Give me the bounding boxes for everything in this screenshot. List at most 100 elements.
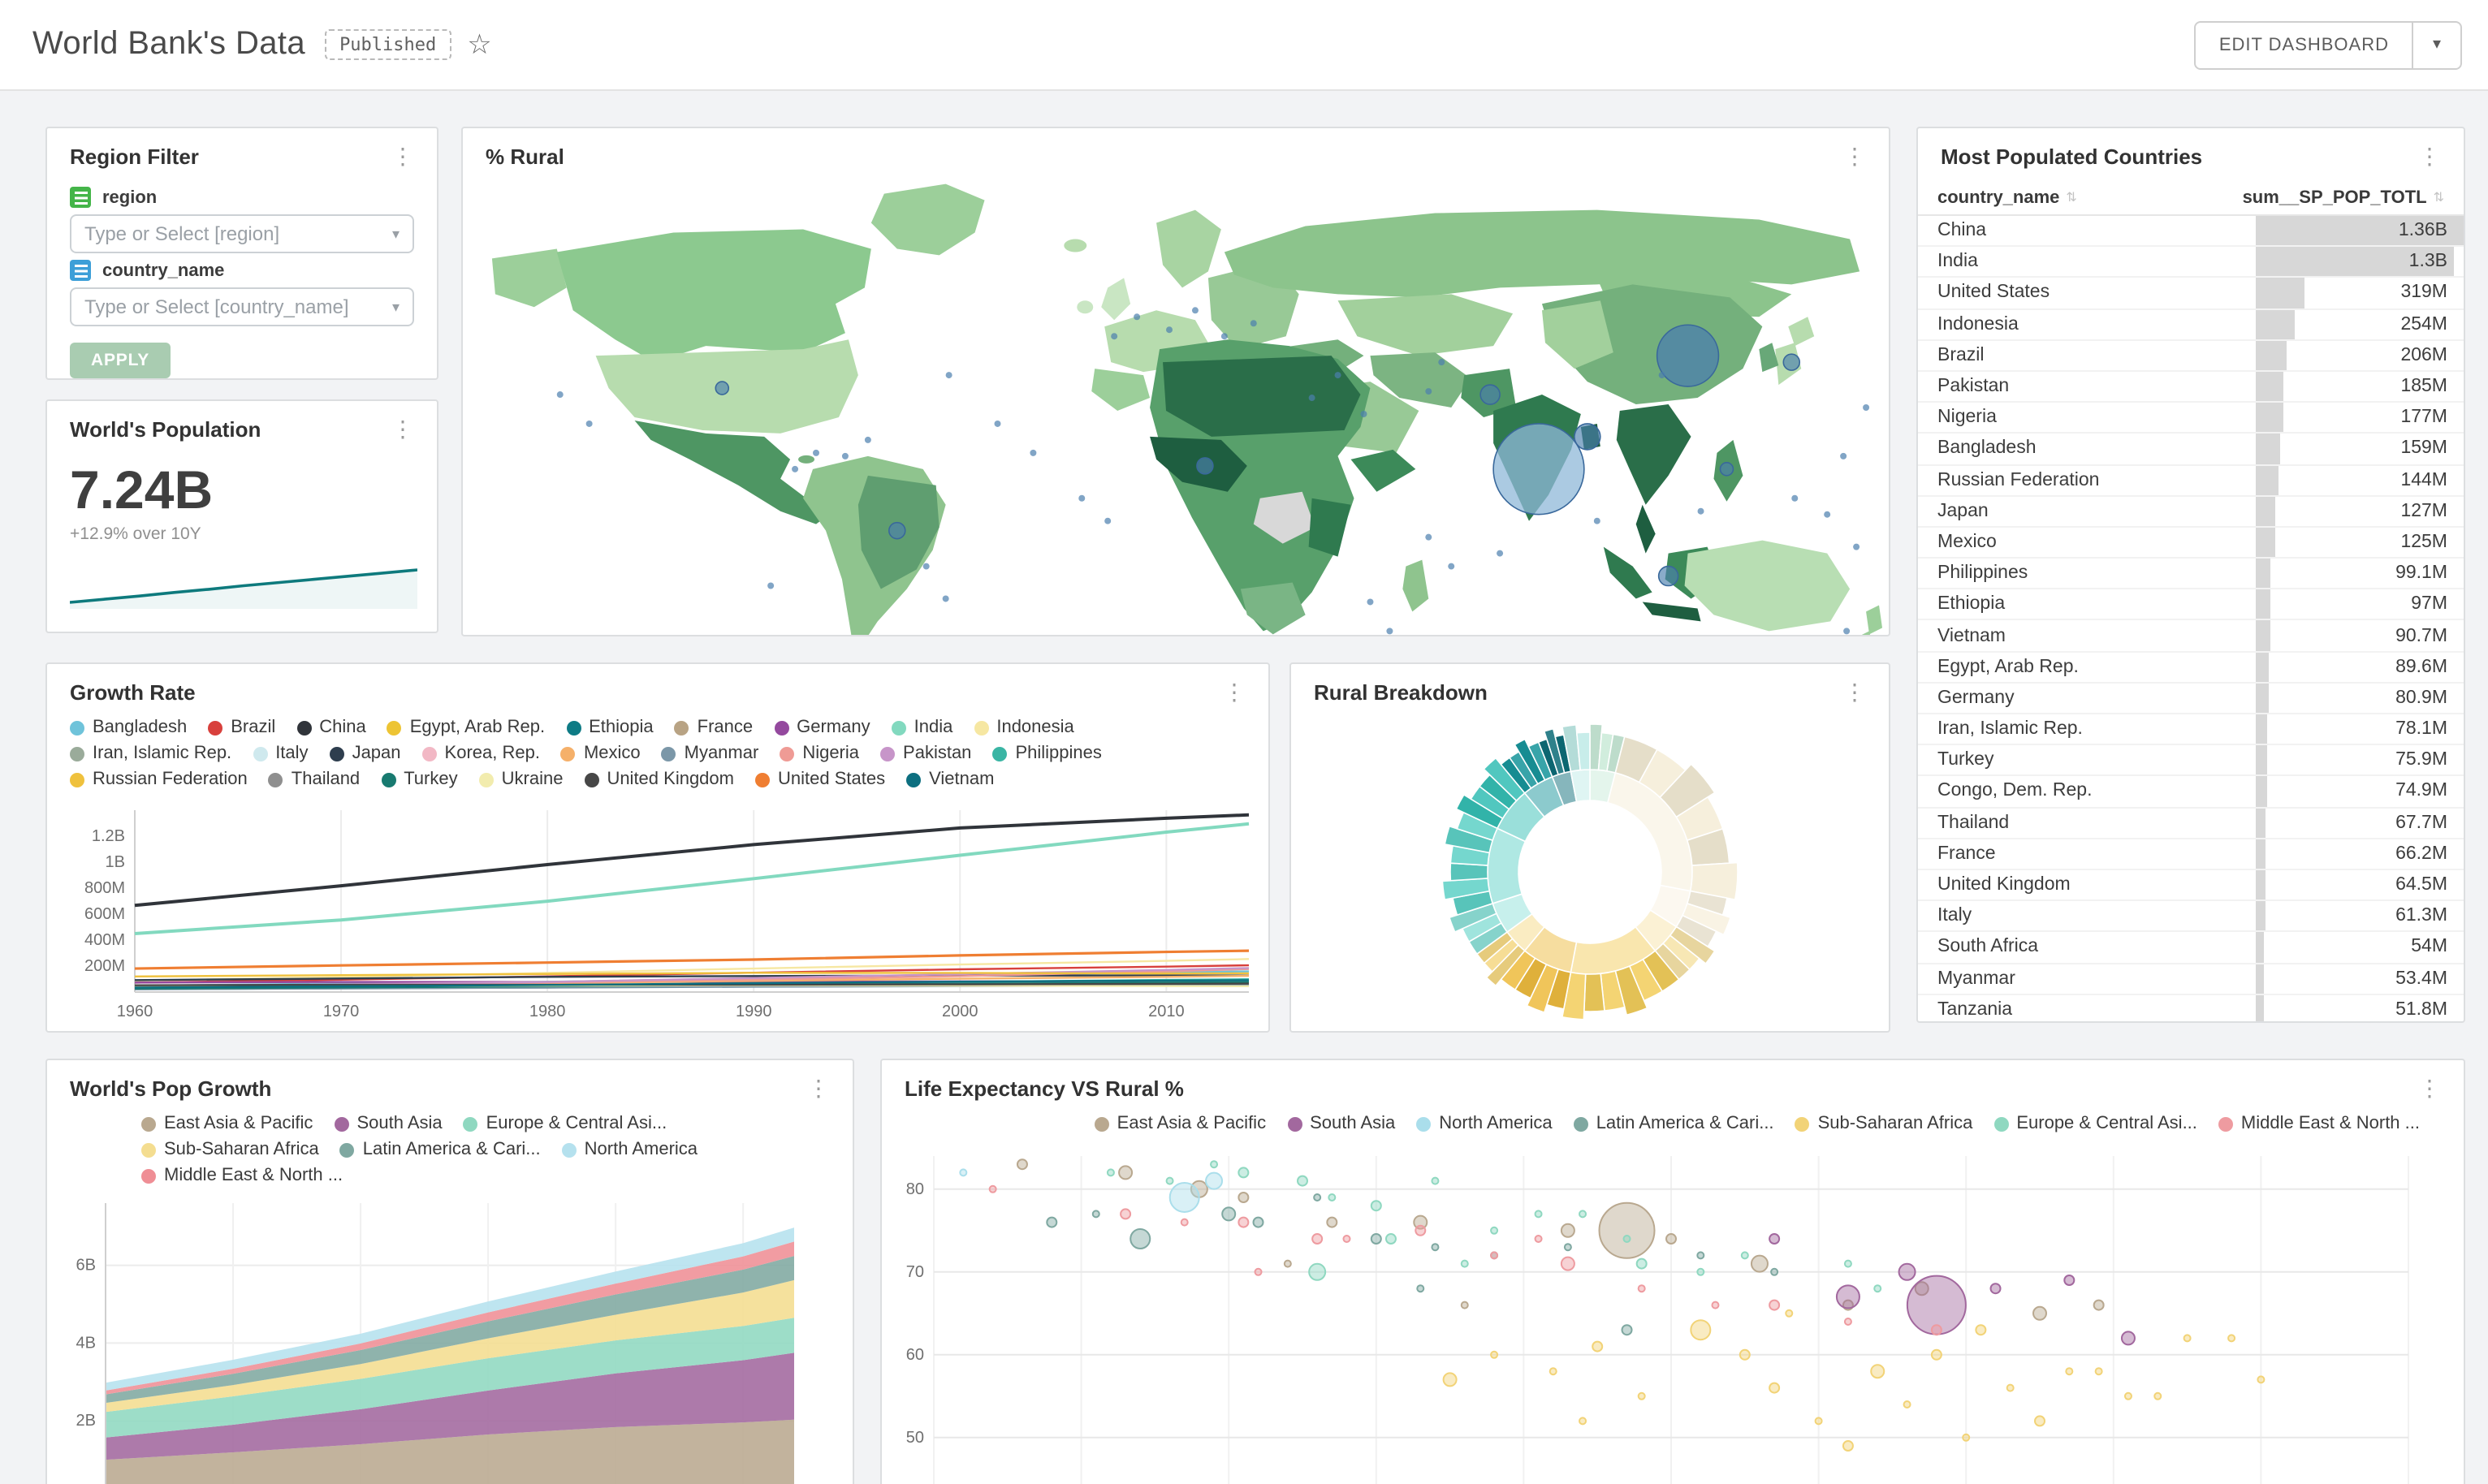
- legend-item[interactable]: Iran, Islamic Rep.: [70, 742, 231, 767]
- table-row[interactable]: Vietnam 90.7M: [1918, 620, 2464, 653]
- header-menu-caret-button[interactable]: ▾: [2413, 20, 2462, 69]
- legend-item[interactable]: Europe & Central Asi...: [463, 1112, 667, 1137]
- legend-item[interactable]: Ethiopia: [566, 716, 654, 741]
- table-row[interactable]: Germany 80.9M: [1918, 683, 2464, 714]
- legend-item[interactable]: Thailand: [268, 767, 360, 792]
- legend-item[interactable]: Turkey: [381, 767, 458, 792]
- legend-item[interactable]: Egypt, Arab Rep.: [387, 716, 545, 741]
- population-value: 1.3B: [2408, 252, 2447, 272]
- table-row[interactable]: Philippines 99.1M: [1918, 559, 2464, 590]
- life-expectancy-chart[interactable]: 50 60 70 80: [882, 1143, 2421, 1484]
- legend-label: Latin America & Cari...: [362, 1139, 541, 1159]
- table-row[interactable]: Japan 127M: [1918, 496, 2464, 528]
- kebab-menu-icon[interactable]: ⋮: [391, 143, 414, 169]
- card-header: Growth Rate ⋮: [47, 664, 1268, 716]
- table-row[interactable]: Indonesia 254M: [1918, 309, 2464, 341]
- legend-item[interactable]: Vietnam: [906, 767, 994, 792]
- table-row[interactable]: Pakistan 185M: [1918, 371, 2464, 403]
- table-row[interactable]: Thailand 67.7M: [1918, 808, 2464, 839]
- legend-item[interactable]: Italy: [253, 742, 309, 767]
- legend-item[interactable]: Europe & Central Asi...: [1993, 1112, 2197, 1137]
- table-row[interactable]: Nigeria 177M: [1918, 403, 2464, 434]
- kebab-menu-icon[interactable]: ⋮: [807, 1075, 830, 1101]
- kebab-menu-icon[interactable]: ⋮: [2418, 143, 2441, 169]
- table-row[interactable]: Egypt, Arab Rep. 89.6M: [1918, 652, 2464, 684]
- legend-item[interactable]: Japan: [329, 742, 401, 767]
- legend-item[interactable]: Brazil: [208, 716, 275, 741]
- edit-dashboard-button[interactable]: EDIT DASHBOARD: [2194, 20, 2413, 69]
- population-value-cell: 78.1M: [2256, 714, 2464, 744]
- legend-item[interactable]: Indonesia: [974, 716, 1074, 741]
- table-row[interactable]: South Africa 54M: [1918, 932, 2464, 964]
- table-row[interactable]: France 66.2M: [1918, 839, 2464, 870]
- table-row[interactable]: Ethiopia 97M: [1918, 589, 2464, 621]
- kebab-menu-icon[interactable]: ⋮: [1223, 679, 1246, 705]
- kebab-menu-icon[interactable]: ⋮: [1843, 679, 1866, 705]
- apply-button[interactable]: APPLY: [70, 343, 171, 378]
- legend-item[interactable]: South Asia: [1287, 1112, 1395, 1137]
- legend-item[interactable]: Middle East & North ...: [2218, 1112, 2420, 1137]
- kebab-menu-icon[interactable]: ⋮: [2418, 1075, 2441, 1101]
- pop-growth-card: World's Pop Growth ⋮ East Asia & Pacific…: [45, 1059, 854, 1484]
- legend-item[interactable]: France: [674, 716, 753, 741]
- legend-dot: [774, 721, 789, 736]
- legend-item[interactable]: Nigeria: [780, 742, 859, 767]
- table-row[interactable]: United States 319M: [1918, 278, 2464, 310]
- kebab-menu-icon[interactable]: ⋮: [1843, 143, 1866, 169]
- filter-select-region[interactable]: Type or Select [region] ▾: [70, 214, 414, 253]
- legend-item[interactable]: Sub-Saharan Africa: [141, 1138, 319, 1163]
- table-row[interactable]: India 1.3B: [1918, 247, 2464, 278]
- legend-item[interactable]: Bangladesh: [70, 716, 187, 741]
- growth-rate-chart[interactable]: 1960 1970 1980 1990 2000 2010 200M 400M 600M 800M…: [47, 798, 1270, 1029]
- pop-growth-chart[interactable]: 02B4B6B196019701980199020002010: [47, 1194, 810, 1484]
- legend-item[interactable]: Latin America & Cari...: [1573, 1112, 1774, 1137]
- legend-item[interactable]: India: [891, 716, 952, 741]
- legend-item[interactable]: East Asia & Pacific: [141, 1112, 313, 1137]
- legend-item[interactable]: Mexico: [560, 742, 641, 767]
- table-row[interactable]: Italy 61.3M: [1918, 901, 2464, 933]
- country-name-cell: Thailand: [1937, 813, 2010, 833]
- legend-item[interactable]: Latin America & Cari...: [339, 1138, 541, 1163]
- table-row[interactable]: United Kingdom 64.5M: [1918, 869, 2464, 902]
- table-row[interactable]: Myanmar 53.4M: [1918, 964, 2464, 995]
- column-header-population[interactable]: sum__SP_POP_TOTL ⇅: [2243, 188, 2444, 207]
- legend-item[interactable]: Middle East & North ...: [141, 1163, 343, 1188]
- legend-item[interactable]: Philippines: [992, 742, 1102, 767]
- legend-item[interactable]: Ukraine: [478, 767, 563, 792]
- legend-dot: [70, 721, 84, 736]
- favorite-star-icon[interactable]: ☆: [467, 28, 492, 59]
- kebab-menu-icon[interactable]: ⋮: [391, 416, 414, 442]
- legend-item[interactable]: Sub-Saharan Africa: [1795, 1112, 1972, 1137]
- table-row[interactable]: Iran, Islamic Rep. 78.1M: [1918, 714, 2464, 746]
- legend-item[interactable]: United Kingdom: [584, 767, 734, 792]
- table-row[interactable]: Mexico 125M: [1918, 527, 2464, 559]
- country-name-cell: Turkey: [1937, 750, 1994, 770]
- table-row[interactable]: Tanzania 51.8M: [1918, 994, 2464, 1021]
- legend-item[interactable]: Germany: [774, 716, 870, 741]
- legend-item[interactable]: China: [296, 716, 366, 741]
- table-row[interactable]: Russian Federation 144M: [1918, 465, 2464, 497]
- world-map[interactable]: [463, 180, 1889, 636]
- legend-item[interactable]: Russian Federation: [70, 767, 248, 792]
- legend-item[interactable]: South Asia: [334, 1112, 443, 1137]
- column-header-country[interactable]: country_name ⇅: [1937, 188, 2243, 207]
- filter-field-label: country_name: [70, 260, 414, 281]
- legend-item[interactable]: North America: [561, 1138, 698, 1163]
- legend-item[interactable]: Korea, Rep.: [421, 742, 540, 767]
- legend-item[interactable]: Myanmar: [661, 742, 758, 767]
- legend-item[interactable]: Pakistan: [880, 742, 971, 767]
- table-row[interactable]: Bangladesh 159M: [1918, 434, 2464, 465]
- value-bar: [2256, 964, 2265, 994]
- table-row[interactable]: Brazil 206M: [1918, 340, 2464, 372]
- rural-breakdown-sunburst[interactable]: [1291, 716, 1889, 1028]
- legend-dot: [70, 772, 84, 787]
- legend-item[interactable]: United States: [755, 767, 885, 792]
- legend-item[interactable]: North America: [1416, 1112, 1553, 1137]
- card-header: Most Populated Countries ⋮: [1918, 128, 2464, 180]
- table-row[interactable]: China 1.36B: [1918, 216, 2464, 248]
- legend-item[interactable]: East Asia & Pacific: [1094, 1112, 1266, 1137]
- table-row[interactable]: Congo, Dem. Rep. 74.9M: [1918, 776, 2464, 809]
- population-sparkline[interactable]: [70, 557, 417, 609]
- table-row[interactable]: Turkey 75.9M: [1918, 745, 2464, 777]
- filter-select-country_name[interactable]: Type or Select [country_name] ▾: [70, 287, 414, 326]
